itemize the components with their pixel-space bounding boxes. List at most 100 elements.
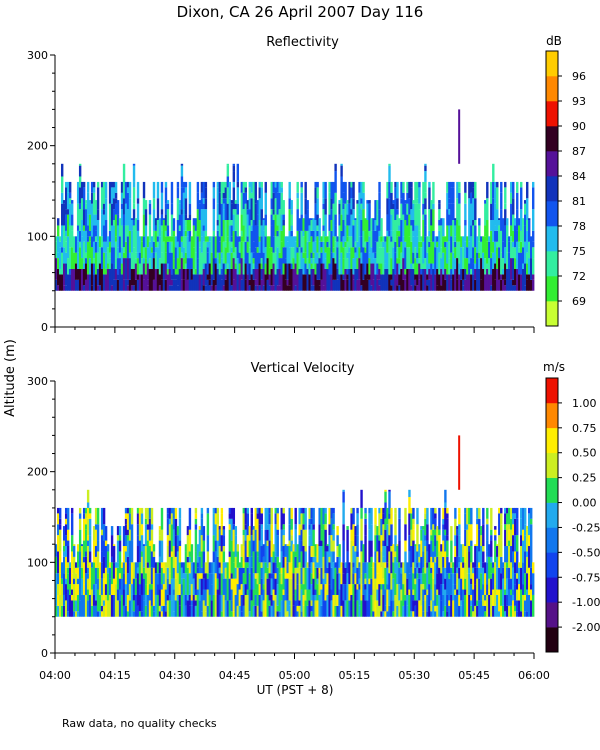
data-cell — [524, 225, 527, 242]
data-cell — [506, 562, 509, 568]
data-cell — [388, 573, 391, 590]
data-cell — [428, 236, 431, 242]
data-cell — [80, 544, 84, 547]
data-cell — [200, 578, 204, 595]
data-cell — [122, 225, 126, 248]
data-cell — [84, 279, 88, 291]
data-cell — [130, 594, 134, 617]
data-cell — [266, 567, 269, 574]
data-cell — [60, 562, 64, 579]
data-cell — [150, 605, 154, 617]
data-cell — [370, 567, 373, 579]
data-cell — [192, 218, 196, 226]
data-cell — [184, 187, 188, 199]
data-cell — [68, 247, 72, 269]
data-cell — [244, 203, 247, 221]
data-cell — [228, 268, 232, 291]
data-cell — [452, 241, 455, 253]
data-cell — [180, 163, 184, 166]
data-cell — [124, 535, 128, 547]
data-cell — [258, 236, 261, 242]
data-cell — [168, 507, 172, 519]
data-cell — [352, 225, 355, 248]
data-cell — [92, 214, 96, 226]
data-cell — [474, 279, 477, 291]
data-cell — [190, 594, 194, 601]
data-cell — [160, 529, 164, 541]
data-cell — [422, 589, 425, 601]
data-cell — [492, 181, 495, 199]
data-cell — [78, 551, 82, 568]
x-tick-label: 05:00 — [279, 669, 311, 682]
data-cell — [94, 567, 98, 585]
data-cell — [528, 567, 531, 574]
data-cell — [424, 535, 427, 541]
data-cell — [334, 163, 337, 172]
data-cell — [456, 556, 459, 568]
data-cell — [302, 252, 305, 259]
data-cell — [446, 209, 449, 226]
data-cell — [90, 263, 94, 286]
data-cell — [304, 600, 307, 617]
data-cell — [216, 589, 220, 595]
data-cell — [158, 605, 162, 612]
data-cell — [404, 594, 407, 601]
data-cell — [82, 546, 86, 557]
data-cell — [176, 220, 180, 242]
data-cell — [266, 546, 269, 568]
data-cell — [106, 236, 110, 248]
data-cell — [330, 274, 333, 291]
data-cell — [146, 263, 150, 280]
data-cell — [374, 230, 377, 242]
data-cell — [222, 578, 226, 595]
data-cell — [396, 562, 399, 585]
data-cell — [144, 225, 148, 248]
data-cell — [162, 279, 166, 291]
data-cell — [292, 551, 295, 574]
data-cell — [420, 247, 423, 269]
data-cell — [356, 258, 359, 269]
data-cell — [316, 279, 319, 291]
data-cell — [356, 567, 359, 585]
data-cell — [308, 535, 311, 547]
data-cell — [520, 181, 523, 188]
data-cell — [496, 187, 499, 210]
data-cell — [370, 263, 373, 286]
data-cell — [194, 529, 198, 552]
data-cell — [342, 279, 345, 291]
data-cell — [198, 268, 202, 275]
data-cell — [326, 551, 329, 568]
data-cell — [460, 546, 463, 563]
data-cell — [168, 594, 172, 601]
data-cell — [216, 187, 220, 204]
data-cell — [398, 584, 401, 601]
data-cell — [456, 535, 459, 557]
data-cell — [396, 209, 399, 215]
data-cell — [294, 551, 297, 557]
data-cell — [530, 546, 533, 568]
data-cell — [368, 258, 371, 275]
data-cell — [318, 252, 321, 259]
data-cell — [230, 573, 234, 579]
data-cell — [66, 192, 70, 210]
data-cell — [196, 274, 200, 291]
data-cell — [268, 507, 271, 514]
data-cell — [58, 573, 62, 579]
data-cell — [388, 163, 391, 166]
data-cell — [494, 540, 497, 563]
data-cell — [310, 220, 313, 231]
data-cell — [430, 589, 433, 595]
data-cell — [372, 279, 375, 291]
data-cell — [482, 524, 485, 547]
data-cell — [512, 258, 515, 280]
data-cell — [172, 258, 176, 269]
data-cell — [126, 611, 130, 617]
data-cell — [270, 605, 273, 617]
data-cell — [140, 573, 144, 595]
data-cell — [360, 584, 363, 601]
data-cell — [272, 285, 275, 291]
data-cell — [520, 535, 523, 547]
data-cell — [442, 236, 445, 253]
data-cell — [462, 589, 465, 601]
data-cell — [460, 600, 463, 606]
